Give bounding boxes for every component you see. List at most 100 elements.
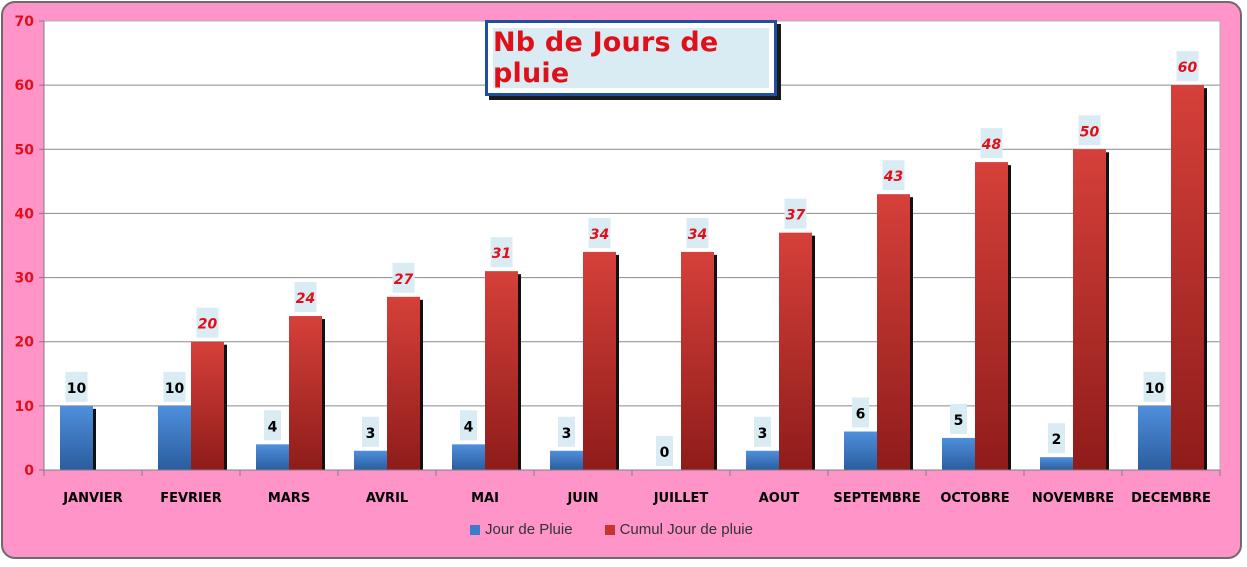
data-label-box — [196, 307, 219, 338]
bar — [779, 232, 812, 470]
data-label: 34 — [688, 227, 707, 243]
data-label: 10 — [67, 381, 87, 397]
bar — [289, 316, 322, 470]
data-label: 48 — [981, 137, 1002, 153]
data-label-box — [264, 410, 281, 441]
bar — [942, 437, 975, 470]
data-label-box — [950, 403, 967, 434]
data-label-box — [392, 262, 415, 293]
bar — [746, 450, 779, 470]
bar — [583, 251, 616, 470]
bar — [1138, 405, 1171, 470]
y-tick-label: 70 — [15, 14, 35, 30]
data-label: 10 — [1145, 381, 1165, 397]
bar — [844, 431, 877, 470]
data-label-box — [558, 416, 575, 447]
data-label: 20 — [198, 317, 218, 333]
data-label-box — [784, 198, 807, 229]
data-label: 0 — [660, 445, 670, 461]
x-tick-label: JANVIER — [62, 491, 123, 506]
x-tick-label: FEVRIER — [160, 491, 222, 506]
data-label: 10 — [165, 381, 185, 397]
data-label: 34 — [590, 227, 609, 243]
chart-title: Nb de Jours de pluie — [493, 27, 769, 89]
data-label: 37 — [786, 208, 806, 224]
x-tick-label: MAI — [471, 491, 499, 506]
data-label-box — [1143, 371, 1166, 402]
bar — [1171, 85, 1204, 471]
data-label: 27 — [394, 272, 414, 288]
y-tick-label: 40 — [15, 206, 35, 222]
data-label-box — [882, 160, 905, 191]
y-tick-label: 10 — [15, 399, 35, 415]
y-tick-label: 0 — [24, 463, 34, 479]
bar — [975, 162, 1008, 470]
x-tick-label: DECEMBRE — [1131, 491, 1211, 506]
bar — [1040, 457, 1073, 470]
data-label-box — [294, 282, 317, 313]
bar — [354, 450, 387, 470]
bar — [256, 444, 289, 470]
data-label-box — [460, 410, 477, 441]
data-label: 43 — [883, 169, 903, 185]
bar — [550, 450, 583, 470]
y-tick-label: 50 — [15, 142, 35, 158]
bar — [1073, 149, 1106, 471]
data-label-box — [362, 416, 379, 447]
data-label: 24 — [296, 291, 315, 307]
data-label-box — [980, 128, 1003, 159]
data-label: 3 — [366, 426, 376, 442]
x-tick-label: NOVEMBRE — [1032, 491, 1114, 506]
x-tick-label: AOUT — [759, 491, 800, 506]
bar — [681, 251, 714, 470]
data-label: 60 — [1178, 60, 1198, 76]
data-label-box — [163, 371, 186, 402]
bar — [387, 296, 420, 470]
y-tick-label: 60 — [15, 78, 35, 94]
data-label-box — [1176, 51, 1199, 82]
data-label-box — [65, 371, 88, 402]
bar — [191, 341, 224, 470]
legend-label: Jour de Pluie — [485, 521, 573, 538]
data-label-box — [490, 237, 513, 268]
data-label: 4 — [268, 419, 278, 435]
x-tick-label: OCTOBRE — [940, 491, 1009, 506]
data-label: 5 — [954, 413, 964, 429]
legend-label: Cumul Jour de pluie — [619, 521, 753, 538]
x-tick-label: MARS — [268, 491, 310, 506]
legend-item-jour-de-pluie: Jour de Pluie — [470, 521, 573, 538]
data-label-box — [656, 436, 673, 466]
bar — [452, 444, 485, 470]
legend-swatch-blue — [470, 524, 480, 535]
data-label-box — [754, 416, 771, 447]
data-label-box — [1078, 115, 1101, 146]
data-label-box — [686, 217, 709, 248]
x-tick-label: SEPTEMBRE — [833, 491, 920, 506]
y-tick-label: 30 — [15, 271, 35, 287]
legend-swatch-red — [604, 524, 615, 535]
data-label: 6 — [856, 407, 866, 423]
x-tick-label: AVRIL — [366, 491, 408, 506]
x-tick-label: JUILLET — [653, 491, 709, 506]
data-label-box — [852, 397, 869, 428]
y-tick-label: 20 — [15, 335, 35, 351]
bars — [60, 85, 1207, 471]
data-label: 2 — [1052, 432, 1062, 448]
bar — [158, 405, 191, 470]
data-label: 4 — [464, 419, 474, 435]
data-label-box — [1048, 423, 1065, 454]
data-label-box — [588, 217, 611, 248]
legend-item-cumul-jour-de-pluie: Cumul Jour de pluie — [604, 521, 753, 538]
bar — [485, 271, 518, 470]
bar — [60, 405, 93, 470]
data-label: 3 — [562, 426, 572, 442]
x-tick-label: JUIN — [566, 491, 598, 506]
chart-title-box: Nb de Jours de pluie — [485, 20, 777, 96]
data-label: 3 — [758, 426, 768, 442]
bar — [877, 194, 910, 470]
data-label: 31 — [492, 246, 511, 262]
legend: Jour de Pluie Cumul Jour de pluie — [470, 521, 785, 538]
data-label: 50 — [1080, 124, 1100, 140]
